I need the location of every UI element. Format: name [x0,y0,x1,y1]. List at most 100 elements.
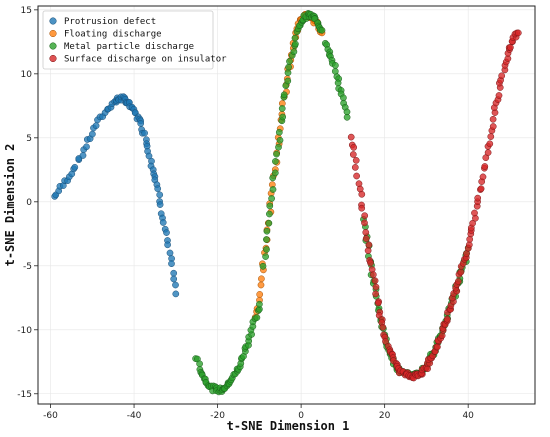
data-point [434,343,441,351]
data-point [280,91,288,99]
data-point [263,227,271,235]
grid [38,6,535,404]
y-axis-ticks: -15 -10 -5 0 5 10 15 [17,6,38,400]
legend-label: Metal particle discharge [64,42,194,52]
legend-marker [49,54,57,63]
y-tick-label: 5 [26,134,32,144]
data-point [259,262,267,270]
data-point [253,314,261,321]
series-surface-discharge-on-insulator [347,29,522,382]
plot-frame [37,5,536,405]
data-point [272,158,279,165]
x-tick-label: 20 [379,411,391,421]
data-point [332,62,339,69]
data-point [263,236,270,243]
data-point [474,194,482,202]
data-point [156,191,164,199]
legend: Protrusion defect Floating discharge Metal… [42,10,227,70]
data-point [454,278,462,285]
data-point [273,150,280,158]
data-point [466,235,474,243]
data-point [487,133,495,140]
data-point [256,300,263,308]
data-point [276,136,284,144]
data-point [256,291,264,298]
data-point [469,219,476,227]
data-points [51,10,522,396]
data-point [364,247,372,254]
data-point [369,271,377,279]
data-point [92,122,100,130]
data-point [477,185,485,193]
data-point [265,219,273,227]
data-point [137,120,145,127]
y-tick-label: -10 [17,326,32,336]
data-point [318,26,326,34]
data-point [495,92,503,99]
x-tick-label: -40 [127,411,142,421]
data-point [89,130,96,138]
data-point [457,268,465,276]
data-point [170,275,178,283]
data-point [279,113,287,121]
data-point [266,210,273,218]
data-point [353,172,360,180]
y-tick-label: 0 [26,198,32,208]
data-point [507,44,514,51]
data-point [374,299,382,307]
data-point [269,186,277,193]
x-axis-ticks: -60 -40 -20 0 20 40 [43,404,474,421]
data-point [141,129,148,137]
data-point [486,140,494,148]
data-point [71,163,79,171]
data-point [258,275,265,283]
legend-box [42,10,214,70]
data-point [371,277,379,285]
data-point [438,332,446,339]
data-point [168,260,175,268]
data-point [379,323,387,331]
legend-marker [49,42,57,50]
series-protrusion-defect [51,93,180,298]
x-tick-label: 0 [298,411,304,421]
data-point [286,58,293,65]
legend-label: Protrusion defect [64,17,156,27]
legend-marker [49,17,57,25]
data-point [154,185,162,193]
data-point [263,246,270,253]
data-point [334,79,342,87]
data-point [362,229,370,236]
data-point [349,151,357,158]
data-point [352,157,360,164]
data-point [351,164,359,171]
data-point [285,63,292,71]
data-point [484,149,492,156]
data-point [358,190,366,198]
data-point [290,48,298,56]
data-point [271,169,279,177]
data-point [159,219,167,226]
y-tick-label: 10 [21,70,33,80]
data-point [170,269,178,277]
data-point [372,290,379,298]
data-point [275,128,283,136]
data-point [164,241,171,249]
legend-label: Surface discharge on insulator [64,55,227,65]
data-point [479,173,487,181]
data-point [163,229,170,236]
x-tick-label: 40 [462,411,474,421]
data-point [172,290,180,298]
data-point [79,152,87,159]
data-point [156,201,164,208]
data-point [350,144,358,151]
data-point [166,249,174,257]
data-point [372,283,380,291]
data-point [343,113,351,121]
data-point [257,281,265,289]
data-point [367,259,374,267]
data-point [292,40,299,48]
x-tick-label: -60 [43,411,58,421]
x-axis-label: t-SNE Dimension 1 [227,419,350,433]
y-tick-label: 15 [21,6,32,16]
